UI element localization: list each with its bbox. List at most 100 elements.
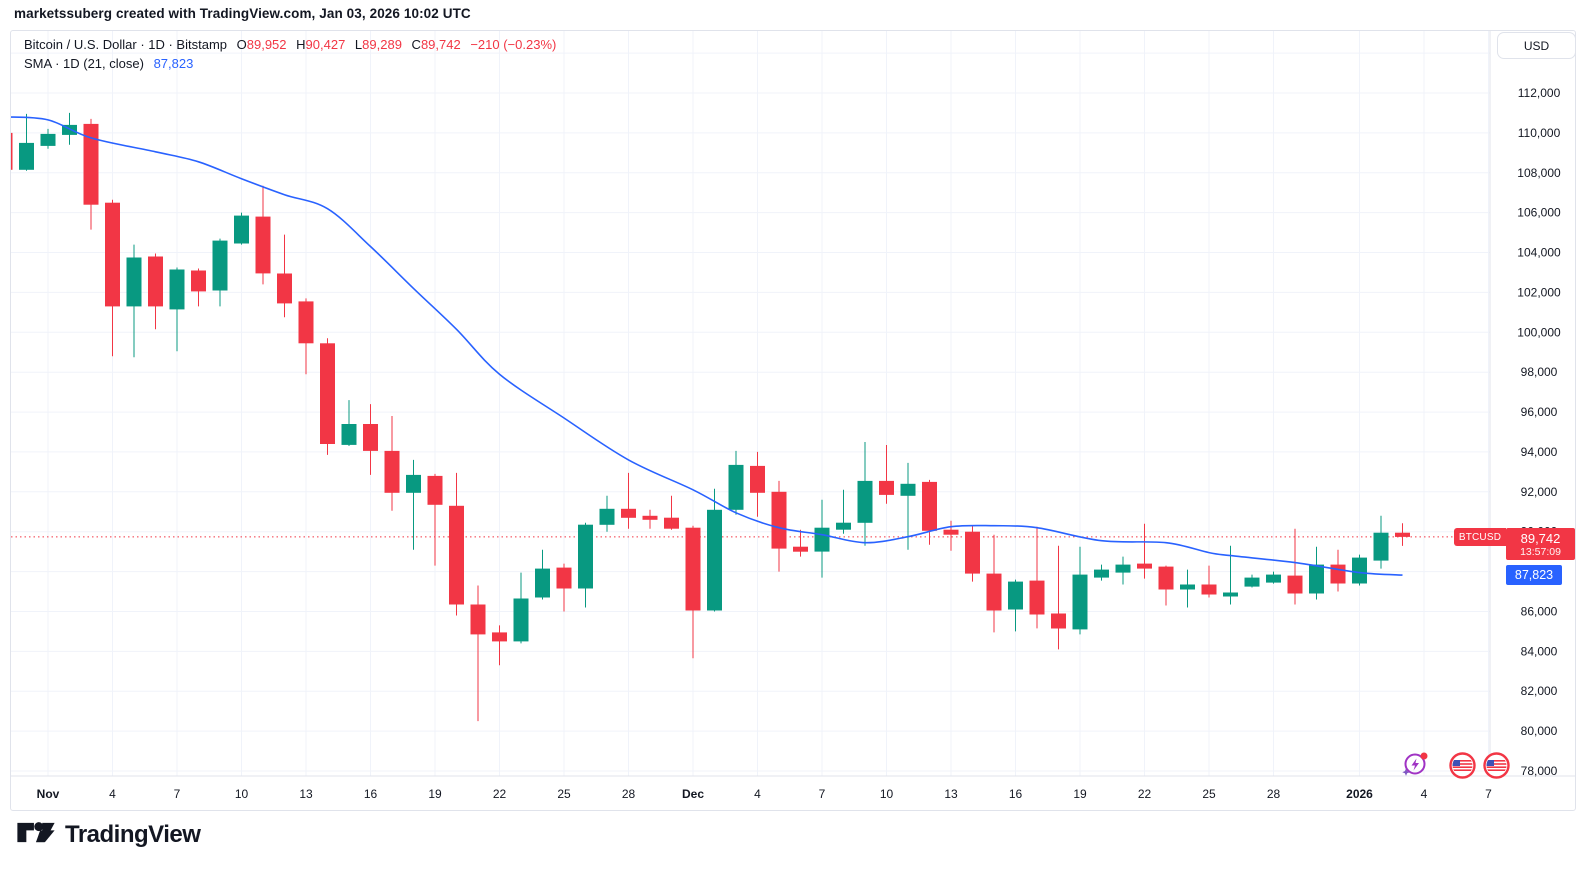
svg-text:82,000: 82,000 — [1521, 684, 1558, 698]
candle[interactable] — [1158, 565, 1174, 606]
candle[interactable] — [1094, 564, 1109, 581]
price-scale[interactable] — [1491, 31, 1576, 776]
candle[interactable] — [320, 338, 335, 455]
candle[interactable] — [1115, 556, 1131, 585]
candle[interactable] — [857, 442, 873, 546]
candle[interactable] — [556, 563, 572, 612]
candle[interactable] — [513, 572, 529, 644]
candle[interactable] — [1287, 528, 1303, 605]
svg-text:7: 7 — [819, 787, 826, 801]
legend-symbol-row[interactable]: Bitcoin / U.S. Dollar · 1D · Bitstamp O8… — [24, 37, 556, 53]
svg-text:Dec: Dec — [682, 787, 704, 801]
candle[interactable] — [900, 462, 916, 550]
svg-text:19: 19 — [428, 787, 442, 801]
candle[interactable] — [986, 534, 1002, 633]
candle[interactable] — [642, 509, 658, 529]
candle[interactable] — [879, 445, 894, 504]
candle[interactable] — [578, 522, 593, 608]
candle[interactable] — [836, 489, 851, 534]
svg-text:7: 7 — [1485, 787, 1492, 801]
candle[interactable] — [1029, 526, 1045, 629]
svg-text:94,000: 94,000 — [1521, 445, 1558, 459]
candle[interactable] — [535, 549, 550, 600]
svg-text:22: 22 — [493, 787, 507, 801]
attribution-text: marketssuberg created with TradingView.c… — [14, 6, 471, 21]
legend: Bitcoin / U.S. Dollar · 1D · Bitstamp O8… — [24, 37, 556, 75]
candle[interactable] — [1395, 523, 1410, 546]
svg-text:106,000: 106,000 — [1517, 206, 1561, 220]
candle[interactable] — [449, 472, 464, 616]
candle[interactable] — [1244, 574, 1260, 588]
candle[interactable] — [771, 480, 787, 572]
candle[interactable] — [277, 234, 292, 318]
candle[interactable] — [1309, 546, 1324, 600]
candle[interactable] — [750, 451, 765, 517]
legend-indicator-row[interactable]: SMA · 1D (21, close) 87,823 — [24, 56, 556, 72]
candle[interactable] — [148, 253, 163, 330]
svg-text:4: 4 — [109, 787, 116, 801]
svg-text:4: 4 — [754, 787, 761, 801]
time-scale[interactable] — [11, 777, 1575, 811]
svg-text:25: 25 — [557, 787, 571, 801]
candle[interactable] — [427, 473, 443, 566]
candle[interactable] — [922, 479, 937, 545]
candle[interactable] — [191, 268, 206, 307]
tradingview-logo[interactable]: TradingView — [16, 818, 201, 852]
candle[interactable] — [599, 495, 615, 532]
candle[interactable] — [1352, 554, 1367, 586]
candle[interactable] — [707, 488, 722, 612]
svg-text:Nov: Nov — [37, 787, 60, 801]
candle[interactable] — [19, 113, 34, 171]
candle[interactable] — [126, 244, 142, 358]
svg-text:86,000: 86,000 — [1521, 605, 1558, 619]
candle[interactable] — [234, 212, 249, 245]
candle[interactable] — [685, 525, 701, 659]
svg-text:16: 16 — [364, 787, 378, 801]
candle[interactable] — [363, 404, 378, 475]
svg-text:28: 28 — [1267, 787, 1281, 801]
candle[interactable] — [1051, 545, 1066, 650]
candle[interactable] — [664, 495, 679, 530]
candle[interactable] — [384, 416, 400, 511]
candle[interactable] — [793, 529, 808, 557]
candle[interactable] — [341, 400, 357, 446]
candle[interactable] — [728, 450, 744, 515]
candle[interactable] — [1266, 571, 1281, 584]
time-axis-labels: Nov 4 7 10 13 16 19 22 25 28 Dec 4 7 10 13 16 19 22 25 28 20… — [37, 787, 1492, 801]
candle[interactable] — [1180, 569, 1195, 608]
candle[interactable] — [40, 128, 56, 149]
chart-plot-area[interactable] — [11, 31, 1490, 776]
us-flag-icon[interactable] — [1483, 752, 1510, 784]
currency-button[interactable]: USD — [1497, 32, 1576, 59]
candle[interactable] — [1373, 515, 1389, 569]
candle[interactable] — [1201, 565, 1217, 598]
candle[interactable] — [169, 267, 185, 352]
svg-text:16: 16 — [1009, 787, 1023, 801]
candle[interactable] — [0, 131, 13, 173]
candle[interactable] — [470, 585, 486, 722]
svg-text:84,000: 84,000 — [1521, 644, 1558, 658]
symbol-price-tag: BTCUSD — [1454, 528, 1506, 546]
svg-text:110,000: 110,000 — [1518, 126, 1561, 140]
candle[interactable] — [406, 459, 421, 550]
candle[interactable] — [1008, 579, 1023, 632]
us-flag-icon[interactable] — [1449, 752, 1476, 784]
candle[interactable] — [492, 625, 507, 666]
candle[interactable] — [943, 520, 959, 551]
candle[interactable] — [298, 298, 314, 375]
ohlc-low-value: 89,289 — [362, 37, 402, 52]
svg-text:108,000: 108,000 — [1517, 166, 1561, 180]
candle[interactable] — [212, 238, 228, 307]
sma-price-label: 87,823 — [1506, 565, 1562, 585]
candle[interactable] — [621, 472, 636, 529]
candle[interactable] — [1072, 546, 1088, 635]
candle[interactable] — [255, 185, 271, 285]
svg-text:104,000: 104,000 — [1517, 246, 1561, 260]
candle[interactable] — [965, 525, 980, 582]
candle[interactable] — [105, 199, 120, 357]
candle[interactable] — [1137, 523, 1152, 579]
candlestick-series[interactable] — [0, 112, 1410, 722]
ai-spark-icon[interactable] — [1401, 749, 1430, 783]
